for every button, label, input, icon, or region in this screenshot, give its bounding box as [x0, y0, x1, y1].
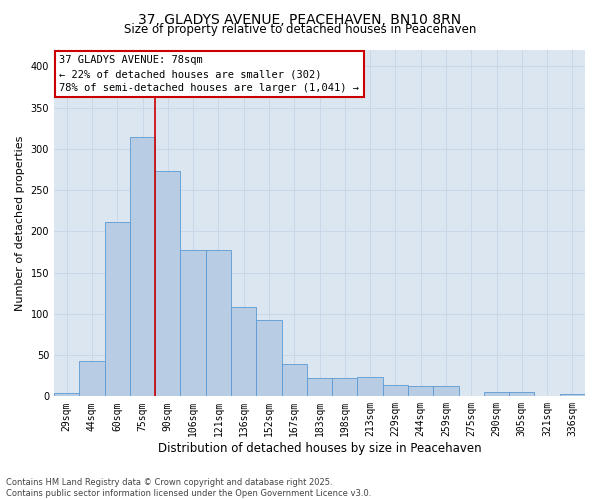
Bar	[484, 392, 509, 396]
Bar	[256, 320, 281, 396]
Bar	[181, 250, 206, 396]
X-axis label: Distribution of detached houses by size in Peacehaven: Distribution of detached houses by size …	[158, 442, 481, 455]
Bar	[433, 386, 458, 396]
Text: Contains HM Land Registry data © Crown copyright and database right 2025.
Contai: Contains HM Land Registry data © Crown c…	[6, 478, 371, 498]
Bar	[79, 361, 104, 396]
Text: Size of property relative to detached houses in Peacehaven: Size of property relative to detached ho…	[124, 22, 476, 36]
Bar	[206, 250, 231, 396]
Y-axis label: Number of detached properties: Number of detached properties	[15, 136, 25, 311]
Bar	[54, 393, 79, 396]
Bar	[281, 364, 307, 396]
Bar	[307, 378, 332, 396]
Text: 37, GLADYS AVENUE, PEACEHAVEN, BN10 8RN: 37, GLADYS AVENUE, PEACEHAVEN, BN10 8RN	[139, 12, 461, 26]
Bar	[408, 386, 433, 396]
Bar	[231, 308, 256, 396]
Bar	[560, 394, 585, 396]
Bar	[104, 222, 130, 396]
Bar	[130, 136, 155, 396]
Bar	[358, 378, 383, 396]
Text: 37 GLADYS AVENUE: 78sqm
← 22% of detached houses are smaller (302)
78% of semi-d: 37 GLADYS AVENUE: 78sqm ← 22% of detache…	[59, 55, 359, 93]
Bar	[332, 378, 358, 396]
Bar	[155, 171, 181, 396]
Bar	[383, 385, 408, 396]
Bar	[509, 392, 535, 396]
